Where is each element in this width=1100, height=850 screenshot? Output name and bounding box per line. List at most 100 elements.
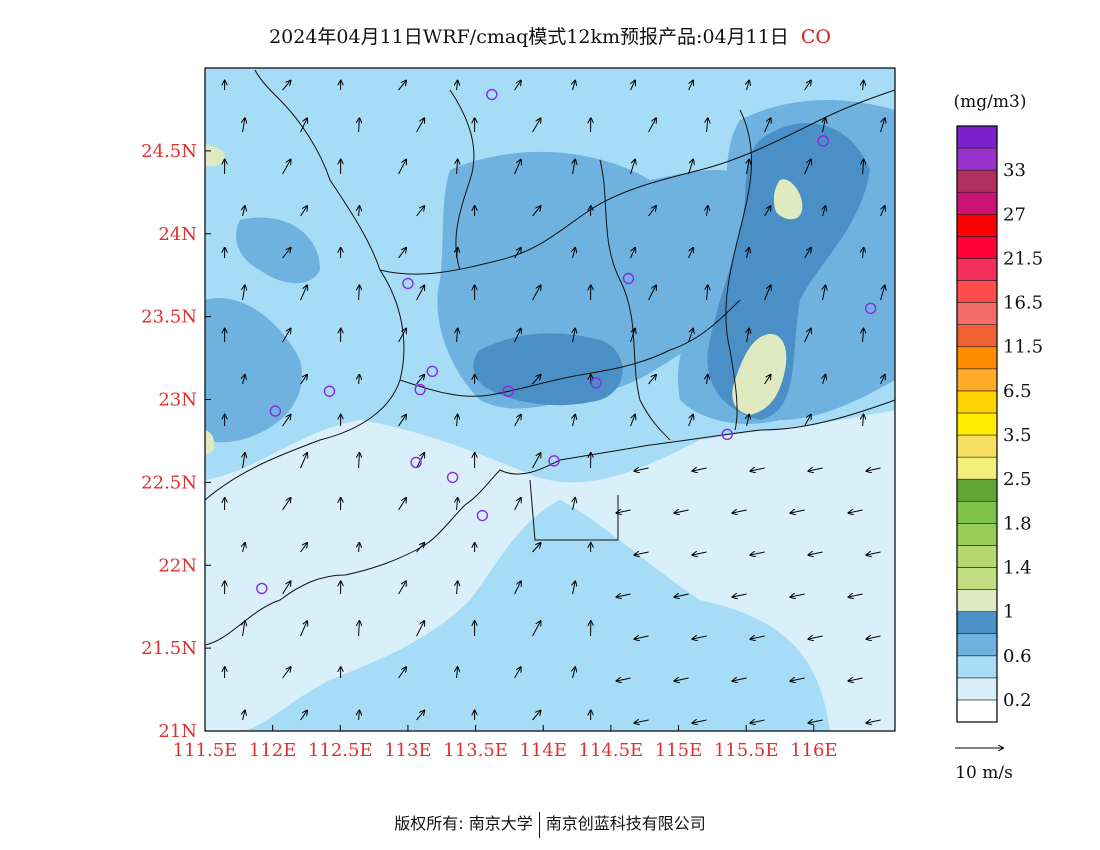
- wind-arrow: [804, 248, 811, 259]
- wind-arrow: [359, 711, 360, 721]
- wind-arrow: [300, 711, 308, 721]
- legend-swatch: [956, 567, 998, 590]
- wind-arrow: [675, 510, 689, 513]
- wind-arrow: [764, 206, 771, 217]
- wind-arrow: [688, 329, 694, 343]
- wind-arrow: [867, 468, 881, 471]
- wind-arrow: [457, 415, 458, 427]
- wind-arrow: [881, 206, 885, 217]
- lon-tick-label: 115.5E: [714, 740, 779, 761]
- wind-arrow: [617, 510, 631, 513]
- lat-tick-label: 21N: [158, 721, 197, 742]
- wind-arrow: [359, 621, 360, 637]
- legend-swatch: [956, 589, 998, 612]
- wind-arrow: [398, 160, 407, 175]
- legend-swatch: [956, 236, 998, 259]
- wind-arrow: [416, 118, 425, 133]
- city-boundary-far-east: [725, 109, 753, 431]
- wind-arrow: [243, 711, 245, 721]
- wind-arrow: [457, 81, 458, 91]
- wind-arrow: [688, 248, 694, 259]
- footer-separator: [538, 811, 540, 838]
- wind-arrow: [630, 81, 635, 91]
- legend-swatch: [956, 390, 998, 414]
- legend-swatch: [956, 677, 998, 701]
- legend-swatch: [956, 368, 998, 392]
- wind-arrow: [300, 543, 308, 553]
- wind-arrow: [635, 552, 649, 555]
- legend-swatch: [956, 611, 998, 635]
- wind-arrow: [398, 667, 407, 679]
- wind-arrow: [863, 160, 864, 175]
- city-boundary-north: [449, 89, 475, 271]
- wind-arrow: [635, 636, 649, 639]
- site-marker: [548, 455, 560, 467]
- wind-arrow: [573, 248, 576, 259]
- wind-arrow: [573, 329, 576, 343]
- wind-arrow: [359, 453, 360, 469]
- wind-arrow: [416, 206, 425, 217]
- wind-arrow: [881, 375, 885, 385]
- site-marker: [414, 383, 426, 396]
- wind-arrow: [300, 621, 308, 637]
- lat-tick-label: 23N: [158, 390, 197, 411]
- wind-arrow: [282, 667, 291, 679]
- wind-arrow: [359, 285, 360, 301]
- wind-arrow: [457, 498, 458, 511]
- wind-arrow: [457, 248, 458, 259]
- lon-tick-label: 112.5E: [308, 740, 373, 761]
- wind-arrow: [514, 415, 521, 427]
- wind-arrow: [573, 160, 576, 175]
- wind-arrow: [416, 375, 425, 385]
- wind-arrow: [751, 552, 765, 555]
- wind-arrow: [300, 118, 308, 133]
- wind-arrow: [747, 329, 750, 343]
- legend-swatch: [956, 125, 998, 149]
- wind-arrow: [823, 206, 826, 217]
- moderate-zone-northwest: [236, 217, 320, 284]
- footer: 版权所有: 南京大学 南京创蓝科技有限公司: [0, 810, 1100, 838]
- wind-arrow: [635, 720, 649, 723]
- wind-arrow: [300, 375, 308, 385]
- wind-arrow: [648, 285, 656, 301]
- wind-arrow: [617, 594, 631, 597]
- wind-arrow: [416, 543, 425, 553]
- wind-arrow: [675, 594, 689, 597]
- legend-label: 16.5: [1003, 293, 1043, 314]
- wind-arrow: [804, 160, 811, 175]
- wind-arrow: [707, 375, 708, 385]
- wind-arrow: [688, 415, 694, 427]
- site-marker: [426, 365, 438, 378]
- wind-arrow: [804, 415, 811, 427]
- legend-swatch: [956, 302, 998, 325]
- wind-arrow: [751, 636, 765, 639]
- legend-swatch: [956, 633, 998, 657]
- wind-arrow: [688, 160, 694, 175]
- patch-west-north: [205, 145, 225, 167]
- wind-arrow: [532, 711, 541, 721]
- legend-swatch: [956, 434, 998, 458]
- legend-swatch: [956, 500, 998, 524]
- wind-arrow: [867, 636, 881, 639]
- wind-arrow: [733, 678, 747, 681]
- wind-arrow: [457, 581, 458, 595]
- copyright-right: 南京创蓝科技有限公司: [545, 814, 706, 833]
- wind-arrow: [809, 468, 823, 471]
- wind-arrow: [791, 678, 805, 681]
- map-title: 2024年04月11日WRF/cmaq模式12km预报产品:04月11日 CO: [0, 22, 1100, 49]
- legend-swatch: [956, 456, 998, 480]
- legend-label: 6.5: [1003, 381, 1032, 402]
- wind-arrow: [648, 206, 656, 217]
- wind-arrow: [791, 510, 805, 513]
- site-marker: [476, 509, 489, 522]
- lon-tick-label: 116E: [790, 740, 838, 761]
- legend-label: 0.6: [1003, 646, 1032, 667]
- site-marker: [502, 385, 514, 397]
- lon-tick-label: 111.5E: [173, 740, 238, 761]
- wind-arrow: [630, 415, 635, 427]
- lon-tick-label: 113E: [384, 740, 432, 761]
- wind-arrow: [630, 160, 635, 175]
- site-marker: [864, 302, 877, 315]
- wind-arrow: [532, 118, 541, 133]
- wind-arrow: [359, 118, 360, 133]
